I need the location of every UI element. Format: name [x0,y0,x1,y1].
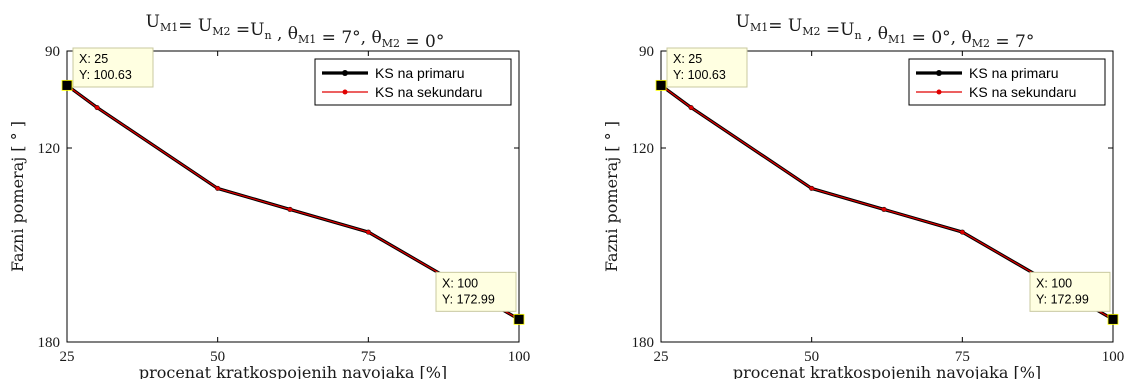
chart-title: UM1= UM2 =Un , θM1 = 0°, θM2 = 7° [736,12,1035,52]
x-tick-label: 100 [1102,349,1125,365]
legend [314,58,512,106]
chart-panel-1: UM1= UM2 =Un , θM1 = 7°, θM2 = 0° 25 50 75 1… [8,12,530,379]
datatip-x-label: X: 100 [442,276,478,290]
datatip-marker[interactable] [61,79,73,91]
datatip-box[interactable] [666,47,748,88]
datatip-y-label: Y: 100.63 [79,68,132,82]
datatip-box[interactable] [72,47,154,88]
datatip-marker[interactable] [655,79,667,91]
y-tick-label: 120 [38,141,61,157]
x-tick-label: 50 [210,349,225,365]
series-2-point [287,207,292,212]
x-tick-label: 75 [361,349,376,365]
legend-marker-1 [342,70,348,76]
series-line-2 [660,84,1114,320]
legend-label-1: KS na primaru [969,65,1058,81]
series-line-2 [66,84,520,320]
datatip-y-label: Y: 100.63 [673,68,726,82]
x-tick-label: 100 [508,349,531,365]
x-tick-label: 50 [804,349,819,365]
series-2-point [95,105,100,110]
legend-marker-1 [936,70,942,76]
x-tick-label: 25 [60,349,75,365]
datatip-y-label: Y: 172.99 [1036,292,1089,306]
y-tick-label: 180 [38,335,61,351]
series-2-point [366,230,371,235]
x-axis-label: procenat kratkospojenih navojaka [%] [139,363,447,379]
datatip-x-label: X: 25 [673,52,702,66]
datatip-marker[interactable] [513,313,525,325]
series-2-point [809,186,814,191]
legend [908,58,1106,106]
legend-marker-2 [936,89,942,95]
x-tick-label: 25 [654,349,669,365]
legend-label-2: KS na sekundaru [969,84,1076,100]
datatip-box[interactable] [435,271,517,312]
legend-label-2: KS na sekundaru [375,84,482,100]
datatip-x-label: X: 25 [79,52,108,66]
series-2-point [960,230,965,235]
datatip-y-label: Y: 172.99 [442,292,495,306]
x-tick-label: 75 [955,349,970,365]
datatip-marker[interactable] [1107,313,1119,325]
x-axis-label: procenat kratkospojenih navojaka [%] [733,363,1041,379]
y-tick-label: 180 [632,335,655,351]
y-tick-label: 90 [639,44,654,60]
chart-title: UM1= UM2 =Un , θM1 = 7°, θM2 = 0° [146,12,445,52]
datatip-x-label: X: 100 [1036,276,1072,290]
y-axis-label: Fazni pomeraj [ ° ] [8,121,27,272]
datatip-box[interactable] [1029,271,1111,312]
legend-label-1: KS na primaru [375,65,464,81]
y-tick-label: 90 [45,44,60,60]
chart-panel-2: UM1= UM2 =Un , θM1 = 0°, θM2 = 7° 25 50 75 1… [602,12,1124,379]
y-axis-label: Fazni pomeraj [ ° ] [602,121,621,272]
series-2-point [881,207,886,212]
legend-marker-2 [342,89,348,95]
y-tick-label: 120 [632,141,655,157]
series-2-point [215,186,220,191]
series-2-point [689,105,694,110]
